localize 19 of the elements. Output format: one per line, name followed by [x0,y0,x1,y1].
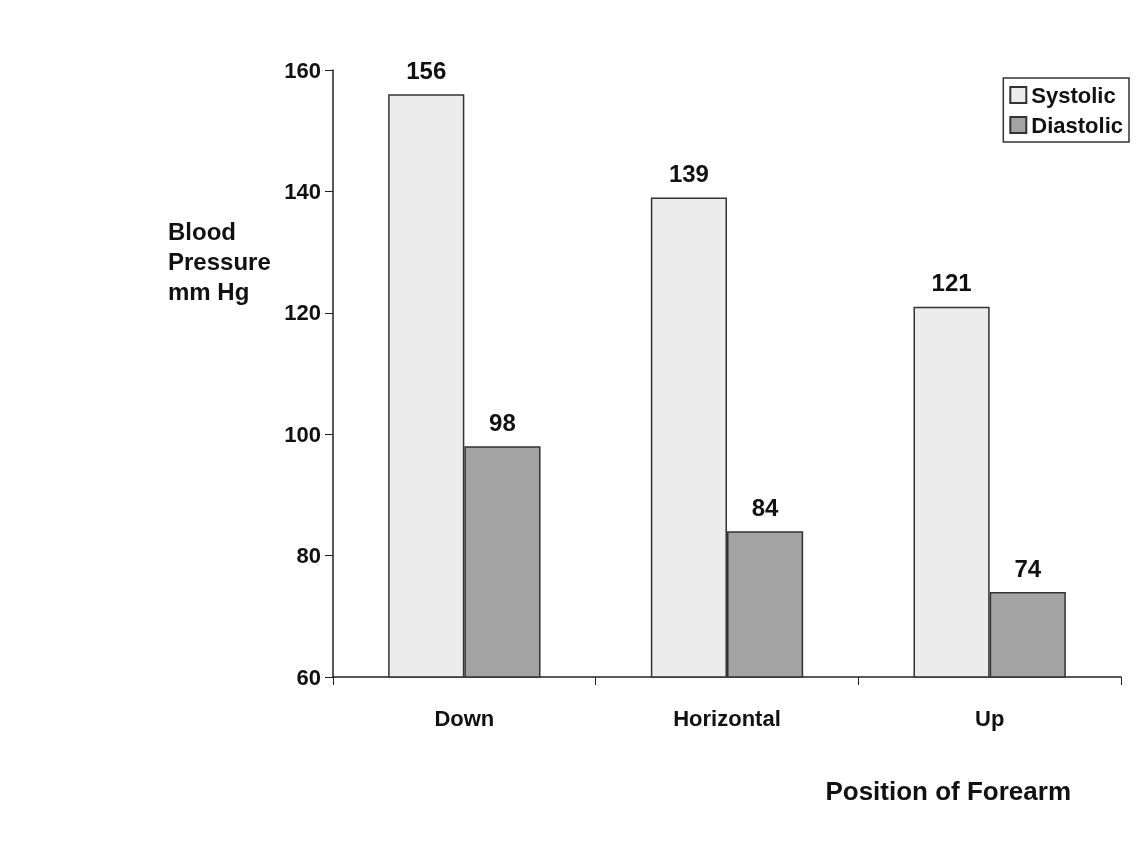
legend-label: Diastolic [1031,112,1124,138]
data-label: 121 [931,269,972,297]
y-tick-label: 60 [296,664,321,690]
x-tick-label: Up [975,705,1005,731]
y-tick-label: 160 [284,57,321,83]
x-tick-label: Down [434,705,495,731]
data-label: 156 [406,56,447,84]
x-tick-label: Horizontal [673,705,781,731]
data-label: 74 [1014,554,1042,582]
y-tick-label: 140 [284,178,321,204]
y-tick-label: 80 [296,543,321,569]
data-label: 98 [489,408,516,436]
legend-label: Systolic [1031,82,1116,108]
x-axis-title: Position of Forearm [825,776,1071,806]
data-label: 139 [668,159,709,187]
y-axis-title: Blood Pressure mm Hg [168,217,278,305]
y-tick-label: 100 [284,421,321,447]
data-label: 84 [751,493,780,521]
y-tick-label: 120 [284,300,321,326]
